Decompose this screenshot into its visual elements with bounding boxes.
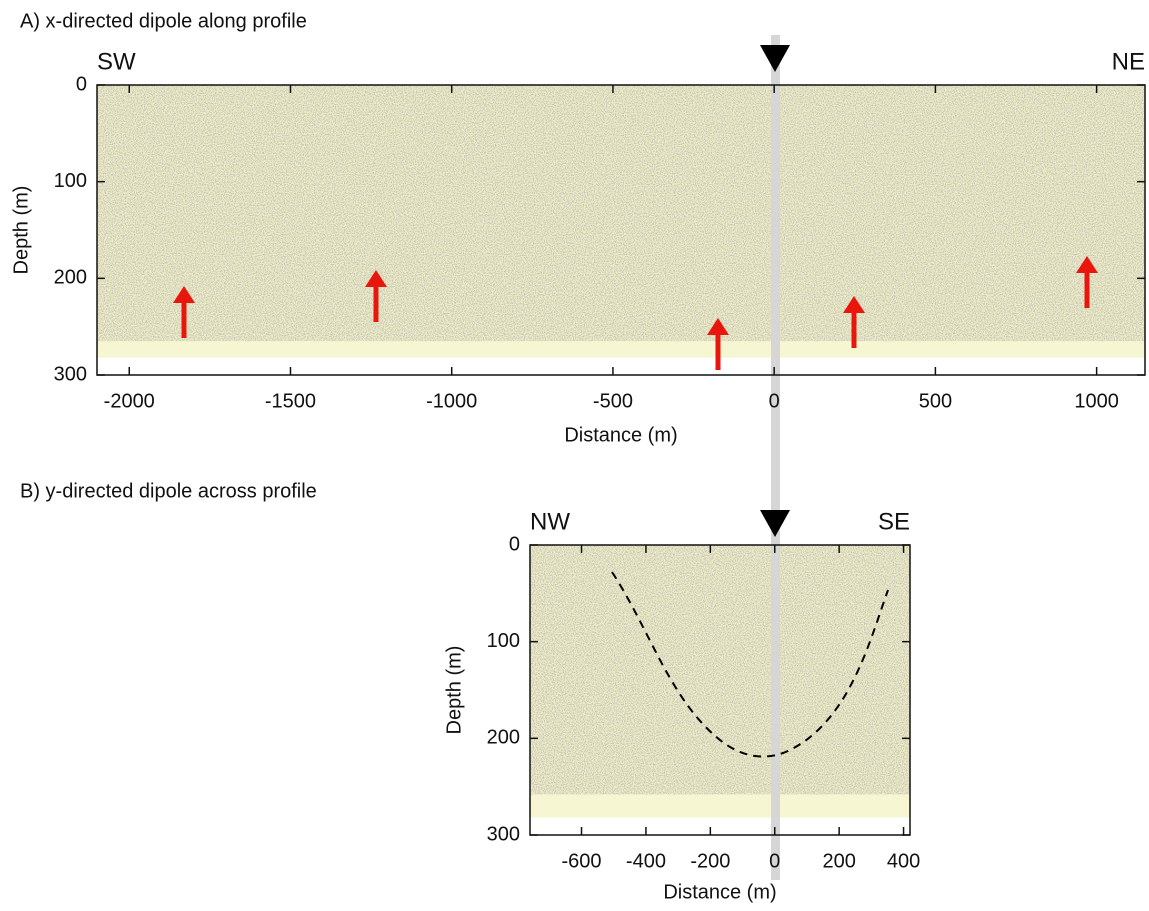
feature-arrows xyxy=(173,256,1098,370)
plot-frame xyxy=(96,84,1146,376)
unimaged-zone xyxy=(530,794,910,818)
x-tick-label: 0 xyxy=(769,390,780,412)
x-tick-label: 200 xyxy=(822,850,855,872)
x-tick-label: 0 xyxy=(769,850,780,872)
x-tick-label: 500 xyxy=(919,390,952,412)
marker-triangle xyxy=(760,510,790,537)
unimaged-zone xyxy=(97,341,1145,358)
y-tick-label: 300 xyxy=(54,363,87,385)
x-tick-label: -1000 xyxy=(426,390,477,412)
y-tick-label: 200 xyxy=(487,727,520,749)
y-tick-label: 200 xyxy=(54,267,87,289)
right-direction: SE xyxy=(878,508,910,535)
x-tick-label: -600 xyxy=(562,850,602,872)
panel-title: B) y-directed dipole across profile xyxy=(20,480,317,502)
blank-zone xyxy=(97,357,1145,375)
x-tick-label: -500 xyxy=(593,390,633,412)
blank-zone xyxy=(530,817,910,835)
x-tick-label: -400 xyxy=(626,850,666,872)
center-line xyxy=(771,35,780,880)
left-direction: SW xyxy=(97,48,136,75)
trough-outline xyxy=(611,571,889,758)
y-tick-label: 100 xyxy=(487,630,520,652)
y-tick-label: 0 xyxy=(509,533,520,555)
x-axis-label: Distance (m) xyxy=(564,424,677,446)
x-tick-label: 400 xyxy=(887,850,920,872)
x-tick-label: -2000 xyxy=(104,390,155,412)
x-axis-label: Distance (m) xyxy=(663,881,776,903)
x-tick-label: -1500 xyxy=(265,390,316,412)
panel-title: A) x-directed dipole along profile xyxy=(20,10,307,32)
y-axis-label: Depth (m) xyxy=(10,186,32,275)
left-direction: NW xyxy=(530,508,570,535)
y-tick-label: 0 xyxy=(76,73,87,95)
right-direction: NE xyxy=(1112,48,1145,75)
x-tick-label: -200 xyxy=(690,850,730,872)
marker-triangle xyxy=(760,45,790,72)
x-tick-label: 1000 xyxy=(1074,390,1119,412)
y-tick-label: 300 xyxy=(487,823,520,845)
plot-frame xyxy=(529,544,911,836)
section-texture xyxy=(97,85,1145,342)
y-axis-label: Depth (m) xyxy=(443,646,465,735)
y-tick-label: 100 xyxy=(54,170,87,192)
section-texture xyxy=(530,545,910,795)
